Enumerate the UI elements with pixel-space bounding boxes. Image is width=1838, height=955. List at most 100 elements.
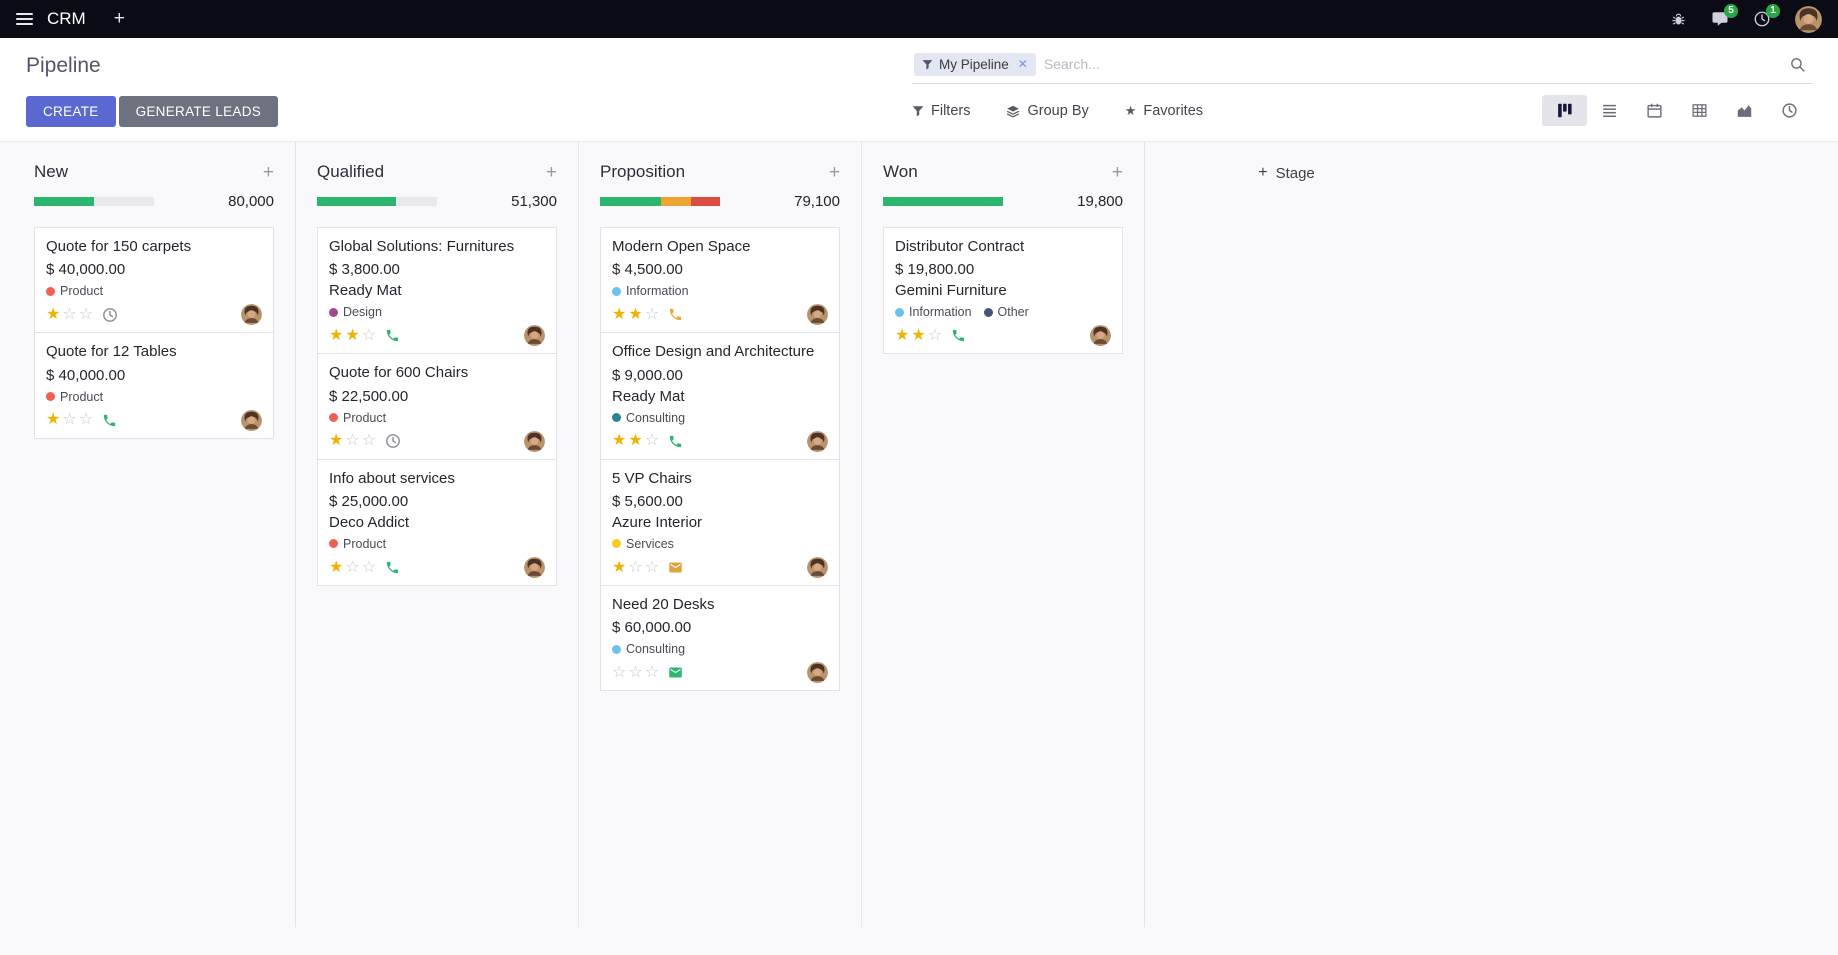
assignee-avatar[interactable] <box>524 430 545 452</box>
progress-segment[interactable] <box>661 197 692 206</box>
messages-icon[interactable]: 5 <box>1711 4 1738 28</box>
tag-product[interactable]: Product <box>46 284 103 298</box>
stage-progressbar[interactable] <box>317 197 437 206</box>
add-record-icon[interactable]: + <box>1111 161 1123 183</box>
progress-segment[interactable] <box>317 197 397 206</box>
priority-star[interactable]: ☆ <box>361 327 377 345</box>
assignee-avatar[interactable] <box>241 304 262 326</box>
kanban-card[interactable]: Info about services $ 25,000.00 Deco Add… <box>317 458 557 586</box>
clock-activity-icon[interactable] <box>385 433 401 449</box>
tag-information[interactable]: Information <box>612 284 689 298</box>
assignee-avatar[interactable] <box>807 662 828 683</box>
priority-star[interactable]: ★ <box>329 327 344 345</box>
view-calendar-button[interactable] <box>1632 95 1677 126</box>
filters-menu[interactable]: Filters <box>912 103 970 119</box>
progress-segment[interactable] <box>34 197 94 206</box>
view-graph-button[interactable] <box>1722 95 1767 126</box>
view-pivot-button[interactable] <box>1677 95 1722 126</box>
add-icon[interactable]: + <box>113 8 125 29</box>
stage-progressbar[interactable] <box>883 197 1003 206</box>
tag-information[interactable]: Information <box>895 305 972 319</box>
add-record-icon[interactable]: + <box>262 161 274 183</box>
priority-star[interactable]: ☆ <box>644 558 660 576</box>
priority-star[interactable]: ☆ <box>644 306 660 324</box>
priority-star[interactable]: ☆ <box>361 432 377 450</box>
priority-star[interactable]: ☆ <box>927 327 943 345</box>
debug-bug-icon[interactable] <box>1670 11 1687 28</box>
assignee-avatar[interactable] <box>807 430 828 452</box>
priority-star[interactable]: ☆ <box>628 663 643 681</box>
view-list-button[interactable] <box>1587 95 1632 126</box>
progress-segment[interactable] <box>883 197 1003 206</box>
generate-leads-button[interactable]: GENERATE LEADS <box>118 96 279 127</box>
priority-star[interactable]: ★ <box>628 432 643 450</box>
user-avatar[interactable] <box>1795 5 1822 33</box>
app-name[interactable]: CRM <box>47 9 86 28</box>
search-input[interactable] <box>1035 52 1785 76</box>
kanban-card[interactable]: 5 VP Chairs $ 5,600.00 Azure Interior Se… <box>600 458 840 586</box>
phone-activity-icon[interactable] <box>951 328 966 343</box>
priority-star[interactable]: ★ <box>345 327 360 345</box>
kanban-card[interactable]: Global Solutions: Furnitures $ 3,800.00 … <box>317 227 557 355</box>
progress-segment[interactable] <box>600 197 662 206</box>
search-facet[interactable]: My Pipeline ✕ <box>914 52 1036 76</box>
view-activity-button[interactable] <box>1767 95 1812 126</box>
priority-star[interactable]: ★ <box>46 411 61 429</box>
priority-star[interactable]: ☆ <box>345 432 360 450</box>
progress-segment[interactable] <box>691 197 720 206</box>
tag-other[interactable]: Other <box>983 305 1029 319</box>
phone-activity-icon[interactable] <box>668 307 683 322</box>
priority-star[interactable]: ☆ <box>345 558 360 576</box>
priority-star[interactable]: ★ <box>329 432 344 450</box>
phone-activity-icon[interactable] <box>385 328 400 343</box>
search-icon[interactable] <box>1785 56 1810 73</box>
priority-star[interactable]: ★ <box>612 432 627 450</box>
tag-design[interactable]: Design <box>329 305 382 319</box>
add-record-icon[interactable]: + <box>545 161 557 183</box>
priority-star[interactable]: ☆ <box>62 411 77 429</box>
search-bar[interactable]: My Pipeline ✕ <box>912 50 1812 84</box>
envelope-activity-icon[interactable] <box>668 665 683 680</box>
priority-star[interactable]: ★ <box>612 558 627 576</box>
priority-star[interactable]: ☆ <box>644 432 660 450</box>
add-record-icon[interactable]: + <box>828 161 840 183</box>
priority-star[interactable]: ★ <box>46 306 61 324</box>
assignee-avatar[interactable] <box>241 409 262 431</box>
create-button[interactable]: CREATE <box>26 96 116 127</box>
kanban-card[interactable]: Modern Open Space $ 4,500.00 Information… <box>600 227 840 334</box>
priority-star[interactable]: ☆ <box>361 558 377 576</box>
kanban-card[interactable]: Quote for 150 carpets $ 40,000.00 Produc… <box>34 227 274 334</box>
phone-activity-icon[interactable] <box>385 560 400 575</box>
phone-activity-icon[interactable] <box>102 413 117 428</box>
tag-product[interactable]: Product <box>329 537 386 551</box>
kanban-card[interactable]: Quote for 600 Chairs $ 22,500.00 Product… <box>317 353 557 460</box>
priority-star[interactable]: ☆ <box>78 411 94 429</box>
priority-star[interactable]: ☆ <box>644 663 660 681</box>
tag-product[interactable]: Product <box>329 411 386 425</box>
kanban-card[interactable]: Need 20 Desks $ 60,000.00 Consulting ☆ ☆ ☆ <box>600 584 840 691</box>
apps-menu-icon[interactable] <box>16 13 33 25</box>
priority-star[interactable]: ☆ <box>628 558 643 576</box>
facet-remove-icon[interactable]: ✕ <box>1017 57 1028 71</box>
priority-star[interactable]: ★ <box>895 327 910 345</box>
assignee-avatar[interactable] <box>524 556 545 578</box>
phone-activity-icon[interactable] <box>668 434 683 449</box>
priority-star[interactable]: ★ <box>329 558 344 576</box>
priority-star[interactable]: ☆ <box>62 306 77 324</box>
kanban-card[interactable]: Distributor Contract $ 19,800.00 Gemini … <box>883 227 1123 355</box>
tag-services[interactable]: Services <box>612 537 674 551</box>
view-kanban-button[interactable] <box>1542 95 1587 126</box>
kanban-card[interactable]: Quote for 12 Tables $ 40,000.00 Product … <box>34 332 274 439</box>
kanban-card[interactable]: Office Design and Architecture $ 9,000.0… <box>600 332 840 460</box>
assignee-avatar[interactable] <box>1090 325 1111 347</box>
tag-consulting[interactable]: Consulting <box>612 411 685 425</box>
envelope-activity-icon[interactable] <box>668 560 683 575</box>
assignee-avatar[interactable] <box>524 325 545 347</box>
assignee-avatar[interactable] <box>807 556 828 578</box>
tag-product[interactable]: Product <box>46 390 103 404</box>
stage-progressbar[interactable] <box>600 197 720 206</box>
stage-progressbar[interactable] <box>34 197 154 206</box>
priority-star[interactable]: ☆ <box>78 306 94 324</box>
priority-star[interactable]: ★ <box>628 306 643 324</box>
group-by-menu[interactable]: Group By <box>1006 103 1089 119</box>
